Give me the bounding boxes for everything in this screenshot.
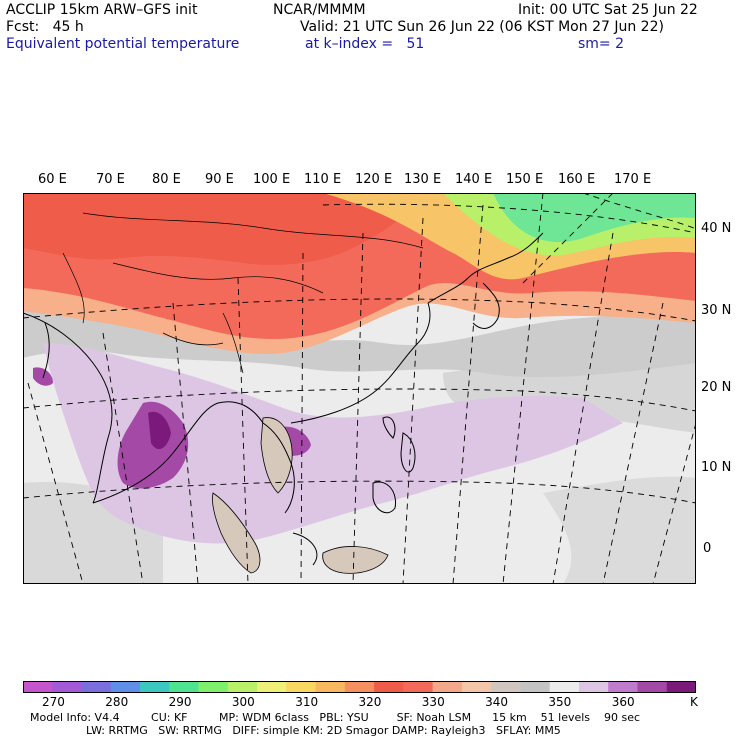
org-label: NCAR/MMMM: [273, 2, 366, 18]
colorbar-swatch: [608, 681, 638, 693]
colorbar-swatch: [637, 681, 668, 693]
colorbar-tick-label: 280: [105, 695, 129, 709]
colorbar-swatch: [344, 681, 375, 693]
colorbar-swatch: [520, 681, 551, 693]
map-frame: [23, 193, 696, 584]
colorbar-tick-label: 290: [168, 695, 192, 709]
longitude-label: 170 E: [614, 172, 652, 187]
warm-band: [23, 193, 696, 354]
init-time: Init: 00 UTC Sat 25 Jun 22: [518, 2, 698, 18]
longitude-label: 130 E: [404, 172, 442, 187]
colorbar-tick-label: 300: [231, 695, 255, 709]
colorbar-swatch: [169, 681, 200, 693]
valid-time: Valid: 21 UTC Sun 26 Jun 22 (06 KST Mon …: [300, 19, 664, 35]
deepest-moist: [148, 411, 171, 450]
country-borders: [62, 212, 424, 374]
colorbar-frame: [23, 681, 696, 693]
longitude-label: 60 E: [38, 172, 67, 187]
footer-model-info: Model Info: V4.4 CU: KF MP: WDM 6class P…: [30, 711, 641, 724]
colorbar-swatch: [432, 681, 463, 693]
colorbar-swatch: [227, 681, 258, 693]
k-index: at k–index = 51: [305, 36, 425, 52]
footer-physics-info: LW: RRTMG SW: RRTMG DIFF: simple KM: 2D …: [30, 724, 561, 737]
colorbar-swatch: [286, 681, 317, 693]
longitude-label: 80 E: [152, 172, 181, 187]
colorbar-tick-label: 310: [295, 695, 319, 709]
longitude-label: 150 E: [506, 172, 544, 187]
latitude-label: 30 N: [701, 303, 732, 318]
longitude-label: 110 E: [304, 172, 342, 187]
forecast-hour: Fcst: 45 h: [6, 19, 84, 35]
longitude-label: 70 E: [96, 172, 125, 187]
colorbar-swatch: [666, 681, 696, 693]
longitude-label: 160 E: [558, 172, 596, 187]
colorbar-swatch: [257, 681, 287, 693]
colorbar-swatch: [110, 681, 141, 693]
colorbar: [23, 681, 696, 693]
colorbar-swatch: [578, 681, 609, 693]
longitude-label: 100 E: [253, 172, 291, 187]
colorbar-tick-label: 330: [421, 695, 445, 709]
colorbar-tick-label: 340: [485, 695, 508, 709]
longitude-label: 120 E: [355, 172, 393, 187]
moist-tropics: [43, 343, 623, 544]
colorbar-swatch: [81, 681, 112, 693]
colorbar-swatch: [461, 681, 492, 693]
colorbar-swatch: [374, 681, 404, 693]
grey-bands: [23, 307, 696, 584]
latitude-label: 0: [703, 541, 712, 556]
colorbar-tick-label: 270: [42, 695, 65, 709]
colorbar-swatch: [549, 681, 580, 693]
colorbar-tick-label: 350: [548, 695, 572, 709]
colorbar-swatch: [491, 681, 521, 693]
colorbar-swatch: [315, 681, 346, 693]
map-plot: [23, 193, 696, 584]
longitude-label: 90 E: [205, 172, 234, 187]
model-title: ACCLIP 15km ARW–GFS init: [6, 2, 198, 18]
land-tan: [212, 417, 389, 574]
latitude-label: 10 N: [701, 460, 732, 475]
colorbar-unit: K: [690, 695, 698, 709]
colorbar-swatch: [403, 681, 434, 693]
field-name: Equivalent potential temperature: [6, 36, 240, 52]
latitude-label: 40 N: [701, 221, 732, 236]
colorbar-swatch: [140, 681, 170, 693]
coastlines: [23, 232, 544, 566]
colorbar-swatch: [52, 681, 83, 693]
colorbar-swatch: [23, 681, 53, 693]
latitude-label: 20 N: [701, 380, 732, 395]
colorbar-swatch: [198, 681, 229, 693]
smoothing: sm= 2: [578, 36, 625, 52]
map-gridlines: [23, 193, 696, 584]
colorbar-tick-label: 320: [358, 695, 382, 709]
longitude-label: 140 E: [455, 172, 493, 187]
colorbar-tick-label: 360: [611, 695, 635, 709]
